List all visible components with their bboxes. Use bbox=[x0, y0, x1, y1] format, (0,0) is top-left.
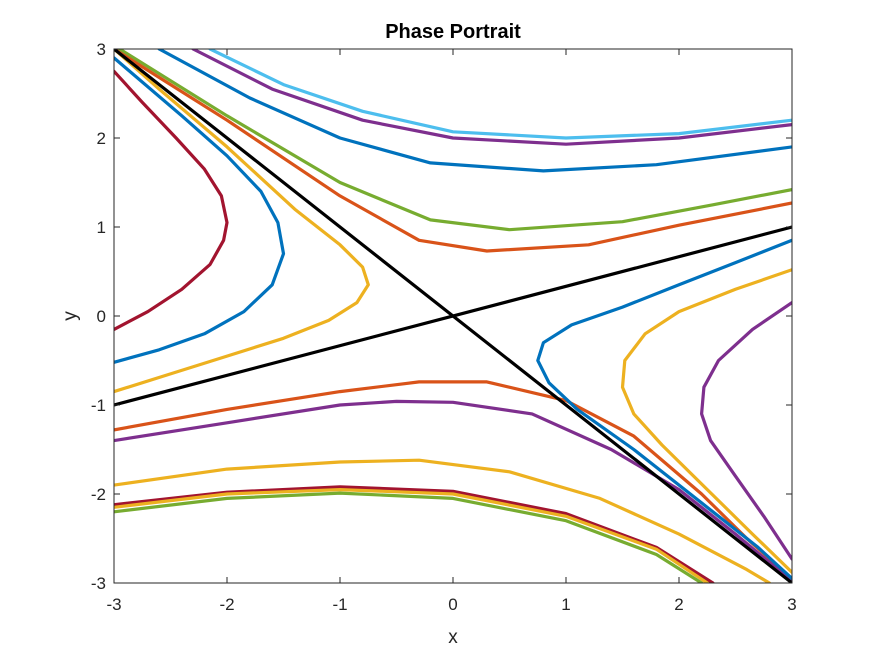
trajectory-line-2 bbox=[114, 56, 286, 364]
trajectory-line-7 bbox=[114, 485, 715, 583]
y-tick-label: -2 bbox=[91, 485, 106, 504]
series-layer bbox=[114, 49, 792, 583]
y-axis-label: y bbox=[60, 311, 81, 321]
chart-title: Phase Portrait bbox=[385, 21, 521, 43]
trajectory-line-3 bbox=[114, 49, 370, 394]
y-tick-label: -3 bbox=[91, 574, 106, 593]
x-tick-label: 0 bbox=[448, 595, 457, 614]
y-tick-label: 1 bbox=[97, 218, 106, 237]
trajectory-line-10 bbox=[536, 238, 792, 581]
trajectory-line-5 bbox=[114, 399, 792, 583]
trajectory-line-17 bbox=[114, 49, 792, 253]
trajectory-line-11 bbox=[620, 268, 792, 574]
x-tick-label: -3 bbox=[106, 595, 121, 614]
x-tick-label: 3 bbox=[787, 595, 796, 614]
trajectory-line-6 bbox=[114, 458, 772, 583]
x-tick-label: -1 bbox=[332, 595, 347, 614]
trajectory-line-12 bbox=[699, 301, 792, 561]
trajectory-line-19 bbox=[114, 49, 792, 583]
x-tick-label: 1 bbox=[561, 595, 570, 614]
y-tick-label: -1 bbox=[91, 396, 106, 415]
x-axis-label: x bbox=[448, 627, 458, 648]
axes-layer bbox=[113, 48, 793, 584]
y-tick-labels: -3 -2 -1 0 1 2 3 bbox=[91, 40, 106, 593]
y-tick-label: 3 bbox=[97, 40, 106, 59]
x-tick-label: 2 bbox=[674, 595, 683, 614]
trajectory-line-13 bbox=[208, 49, 792, 140]
x-tick-label: -2 bbox=[219, 595, 234, 614]
trajectory-line-14 bbox=[191, 49, 792, 146]
trajectory-line-1 bbox=[114, 69, 229, 331]
trajectory-line-4 bbox=[114, 380, 792, 581]
trajectory-line-8 bbox=[114, 488, 709, 583]
x-tick-labels: -3 -2 -1 0 1 2 3 bbox=[106, 595, 796, 614]
trajectory-line-16 bbox=[117, 49, 792, 232]
trajectory-line-9 bbox=[114, 491, 704, 583]
y-tick-label: 0 bbox=[97, 307, 106, 326]
y-tick-label: 2 bbox=[97, 129, 106, 148]
trajectory-line-15 bbox=[157, 49, 792, 173]
